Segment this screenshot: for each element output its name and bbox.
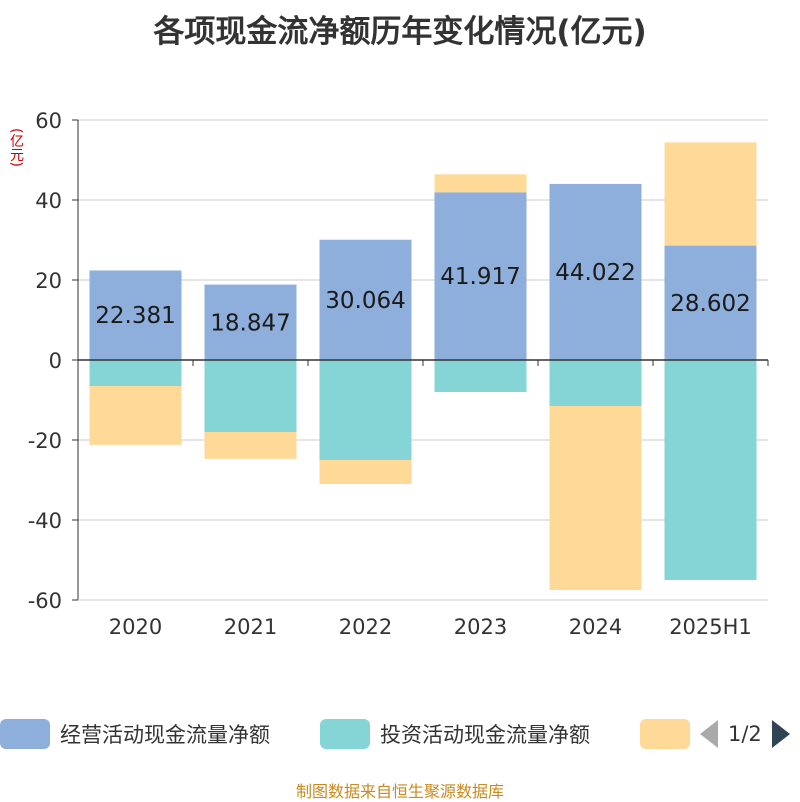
y-tick-label: -20 xyxy=(28,429,62,453)
prev-page-icon[interactable] xyxy=(700,720,718,748)
data-label: 18.847 xyxy=(210,310,290,336)
page-indicator: 1/2 xyxy=(728,722,762,746)
bar-1-2022 xyxy=(319,360,412,460)
legend-swatch-financing xyxy=(640,719,690,749)
bar-2-2022 xyxy=(319,460,412,484)
bar-2-2021 xyxy=(204,432,297,459)
bar-0-2025H1 xyxy=(664,245,757,360)
bars xyxy=(89,142,757,590)
legend-item-investing[interactable]: 投资活动现金流量净额 xyxy=(320,716,590,752)
bar-0-2022 xyxy=(319,239,412,360)
x-tick-label: 2023 xyxy=(454,615,507,639)
legend-label-investing: 投资活动现金流量净额 xyxy=(380,723,590,747)
bar-0-2024 xyxy=(549,183,642,360)
bar-2-2023 xyxy=(434,174,527,193)
data-label: 28.602 xyxy=(670,291,750,317)
data-label: 22.381 xyxy=(95,303,175,329)
data-label: 41.917 xyxy=(440,264,520,290)
x-tick-label: 2024 xyxy=(569,615,622,639)
y-tick-label: 60 xyxy=(35,109,62,133)
bar-0-2020 xyxy=(89,270,182,360)
x-tick-label: 2025H1 xyxy=(669,615,752,639)
data-label: 44.022 xyxy=(555,260,635,286)
y-tick-label: 40 xyxy=(35,189,62,213)
y-tick-label: 20 xyxy=(35,269,62,293)
bar-1-2023 xyxy=(434,360,527,392)
axes: -60 -40 -20 0 20 40 60 2020 2021 2022 2023 2024 2025… xyxy=(28,109,769,639)
legend-label-operating: 经营活动现金流量净额 xyxy=(60,723,270,747)
legend-item-operating[interactable]: 经营活动现金流量净额 xyxy=(0,716,270,752)
data-label: 30.064 xyxy=(325,288,405,314)
x-tick-label: 2021 xyxy=(224,615,277,639)
legend-swatch-operating xyxy=(0,719,50,749)
bar-1-2025H1 xyxy=(664,360,757,580)
y-tick-label: 0 xyxy=(49,349,62,373)
y-tick-label: -60 xyxy=(28,589,62,613)
bar-1-2020 xyxy=(89,360,182,386)
x-tick-label: 2022 xyxy=(339,615,392,639)
chart-title: 各项现金流净额历年变化情况(亿元) xyxy=(153,14,647,50)
bar-2-2020 xyxy=(89,386,182,445)
data-source: 制图数据来自恒生聚源数据库 xyxy=(295,782,504,801)
x-tick-label: 2020 xyxy=(109,615,162,639)
legend-item-financing[interactable] xyxy=(640,716,690,752)
bar-chart: -60 -40 -20 0 20 40 60 2020 2021 2022 2023 2024 2025… xyxy=(28,109,769,639)
data-labels: 22.381 18.847 30.064 41.917 44.022 28.602 xyxy=(95,260,750,336)
legend-swatch-investing xyxy=(320,719,370,749)
y-axis-unit: (亿元) xyxy=(8,128,24,167)
bar-2-2024 xyxy=(549,406,642,590)
bar-1-2024 xyxy=(549,360,642,406)
legend: 经营活动现金流量净额 投资活动现金流量净额 1/2 xyxy=(0,716,800,752)
bar-0-2021 xyxy=(204,284,297,360)
bar-2-2025H1 xyxy=(664,142,757,246)
legend-pager: 1/2 xyxy=(700,716,790,752)
bar-0-2023 xyxy=(434,192,527,360)
bar-1-2021 xyxy=(204,360,297,432)
next-page-icon[interactable] xyxy=(771,720,790,748)
y-tick-label: -40 xyxy=(28,509,62,533)
